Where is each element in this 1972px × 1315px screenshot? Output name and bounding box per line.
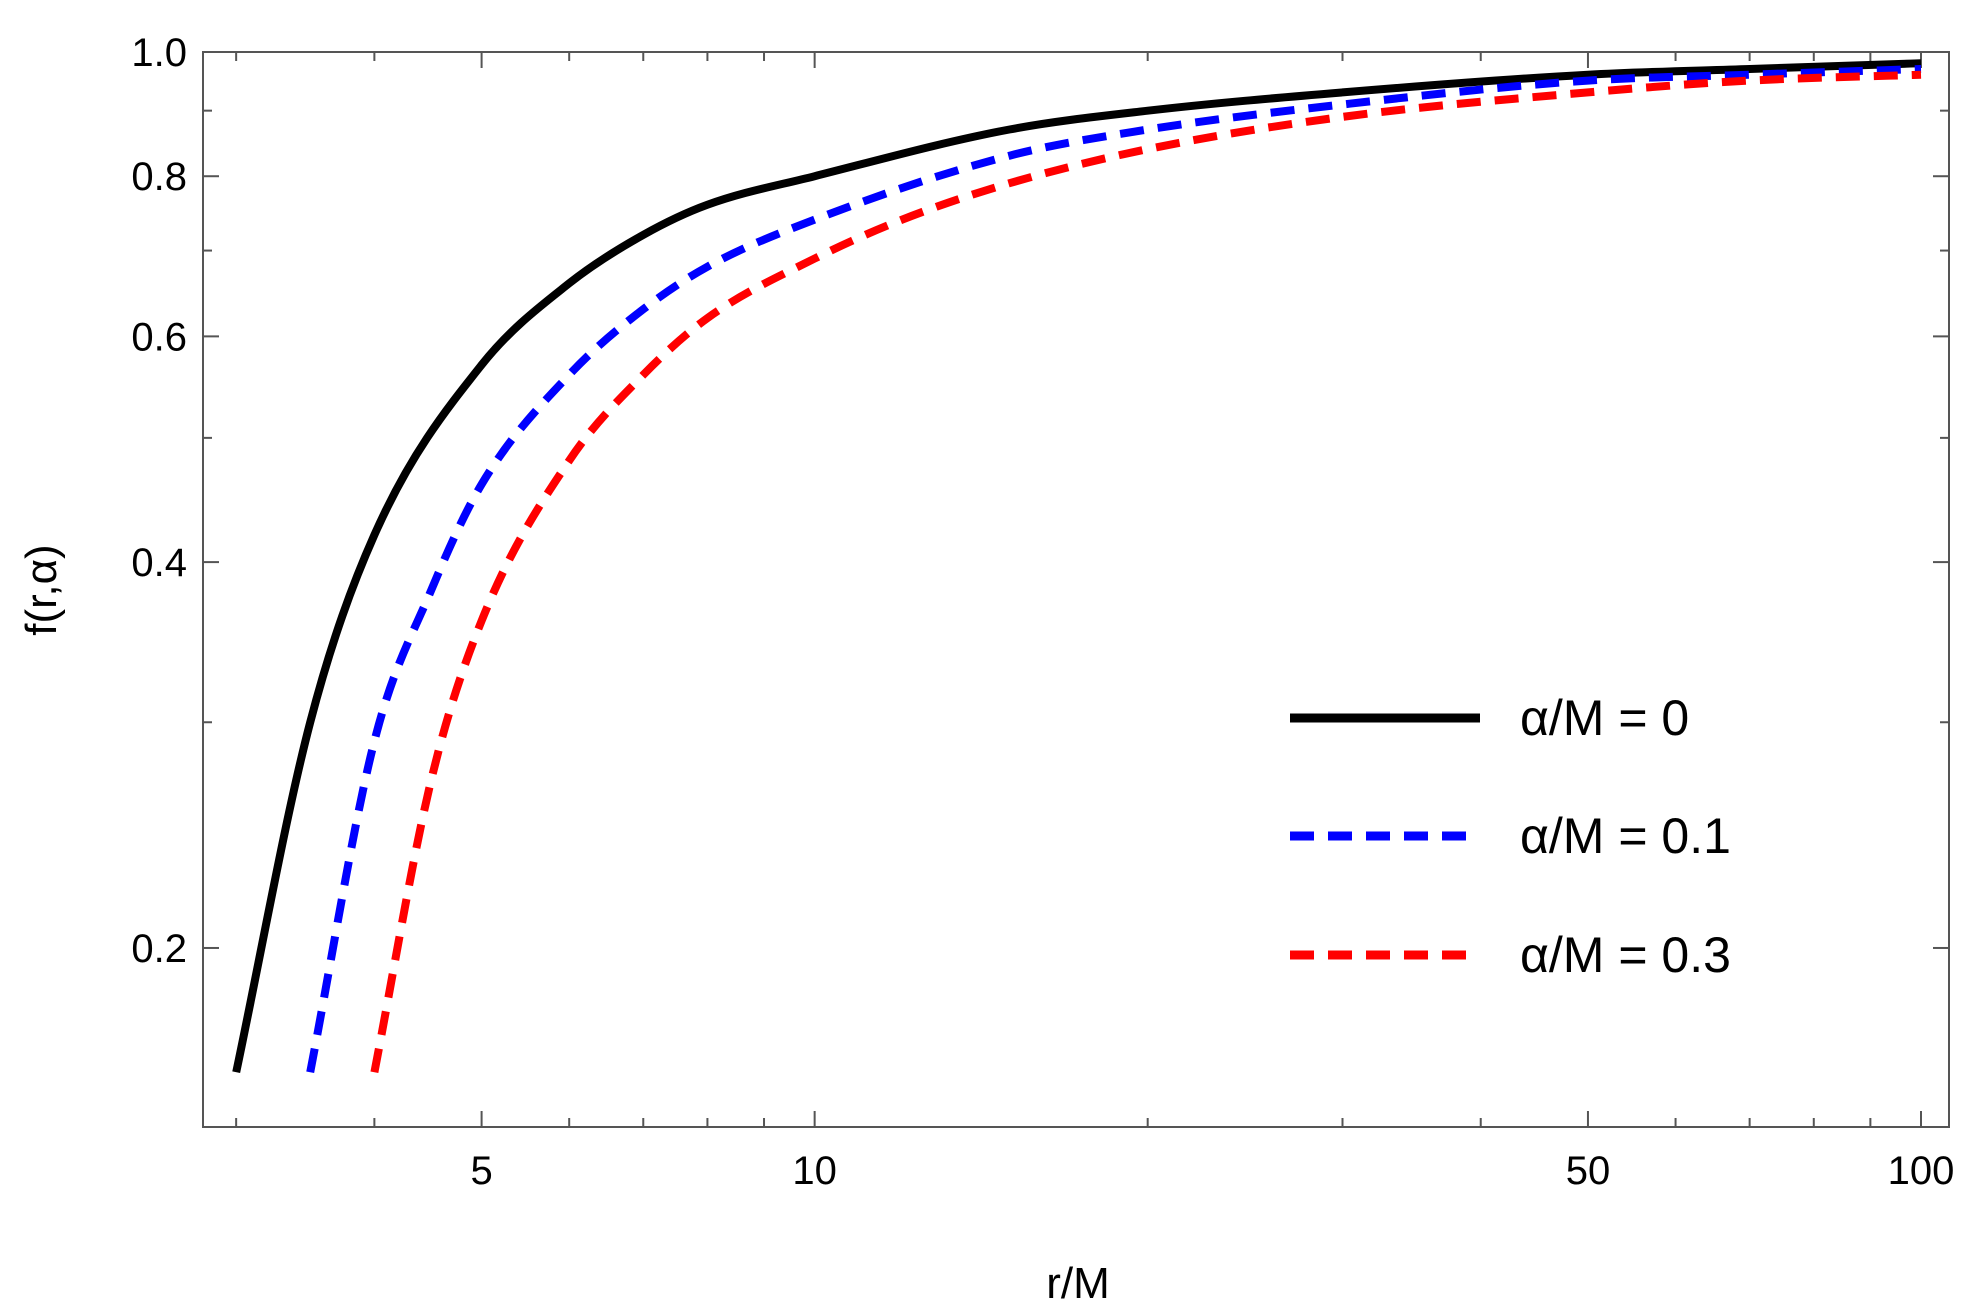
- x-axis-ticks: 5 10 50 100: [235, 52, 1955, 1193]
- legend-label-alpha-0-1: α/M = 0.1: [1520, 808, 1731, 864]
- series-line-alpha-0-1: [306, 65, 1922, 1073]
- series-line-alpha-0: [232, 59, 1922, 1074]
- y-tick-label: 0.2: [131, 927, 187, 971]
- x-tick-label: 50: [1566, 1149, 1611, 1193]
- x-tick-label: 10: [792, 1149, 837, 1193]
- plot-frame: [202, 51, 1950, 1128]
- y-axis-label: f(r,α): [17, 544, 66, 635]
- y-axis-ticks: 0.2 0.4 0.6 0.8 1.0: [131, 31, 1949, 971]
- legend-label-alpha-0-3: α/M = 0.3: [1520, 927, 1731, 983]
- x-axis-label: r/M: [1046, 1259, 1110, 1308]
- y-tick-label: 0.8: [131, 155, 187, 199]
- y-tick-label: 0.4: [131, 541, 187, 585]
- series-group: [232, 59, 1922, 1074]
- y-tick-label: 1.0: [131, 31, 187, 75]
- series-line-alpha-0-3: [370, 70, 1922, 1073]
- legend: α/M = 0 α/M = 0.1 α/M = 0.3: [1290, 690, 1731, 983]
- x-tick-label: 100: [1888, 1149, 1955, 1193]
- x-tick-label: 5: [470, 1149, 492, 1193]
- y-tick-label: 0.6: [131, 315, 187, 359]
- legend-label-alpha-0: α/M = 0: [1520, 690, 1689, 746]
